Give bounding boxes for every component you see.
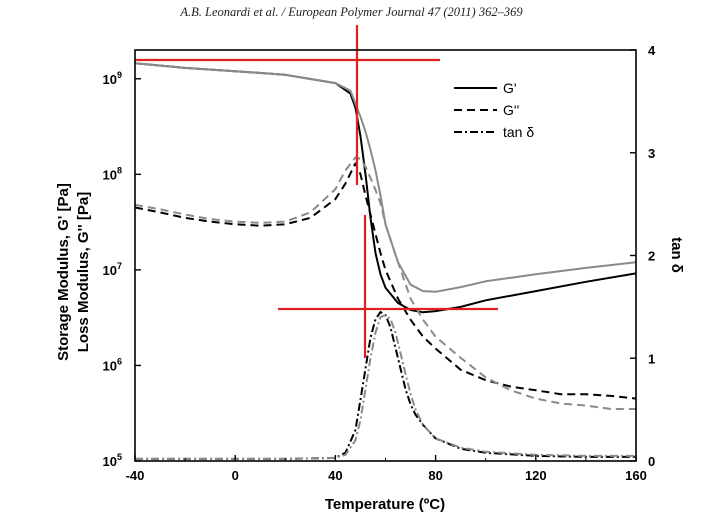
y-left-tick-label: 108 bbox=[103, 165, 122, 182]
y-axis-title-left-storage: Storage Modulus, G' [Pa] bbox=[55, 183, 72, 361]
x-tick-label: 0 bbox=[232, 468, 239, 483]
series-line-2 bbox=[134, 62, 637, 293]
x-tick-label: -40 bbox=[126, 468, 145, 483]
x-tick-label: 120 bbox=[525, 468, 547, 483]
y-axis-title-right: tan δ bbox=[668, 237, 685, 273]
legend-label-tan-delta: tan δ bbox=[503, 124, 534, 140]
y-right-tick-label: 1 bbox=[648, 351, 655, 366]
series-line-6 bbox=[135, 314, 636, 460]
series-layer bbox=[134, 62, 637, 460]
x-tick-label: 80 bbox=[428, 468, 442, 483]
y-left-tick-label: 106 bbox=[103, 356, 122, 373]
series-line-4 bbox=[134, 156, 636, 410]
legend-label-g-double-prime: G'' bbox=[503, 102, 519, 118]
legend: G' G'' tan δ bbox=[454, 80, 534, 140]
journal-citation: A.B. Leonardi et al. / European Polymer … bbox=[180, 5, 523, 19]
y-right-tick-label: 4 bbox=[648, 43, 656, 58]
annotation-layer bbox=[135, 25, 498, 358]
plot-frame bbox=[134, 49, 637, 462]
y-left-tick-label: 105 bbox=[103, 452, 122, 469]
y-right-tick-label: 0 bbox=[648, 454, 655, 469]
series-line-1 bbox=[134, 62, 637, 314]
x-axis-title: Temperature (ºC) bbox=[325, 496, 445, 513]
y-right-tick-label: 3 bbox=[648, 146, 655, 161]
series-line-5 bbox=[135, 311, 636, 460]
x-tick-label: 160 bbox=[625, 468, 647, 483]
ticks-layer: -40 0 40 80 120 160 105 106 107 108 109 0 1 2 3 4 bbox=[103, 43, 656, 483]
y-right-tick-label: 2 bbox=[648, 249, 655, 264]
x-tick-label: 40 bbox=[328, 468, 342, 483]
y-axis-title-left-loss: Loss Modulus, G'' [Pa] bbox=[75, 192, 92, 352]
y-left-tick-label: 109 bbox=[103, 70, 122, 87]
legend-label-g-prime: G' bbox=[503, 80, 517, 96]
series-line-3 bbox=[134, 162, 637, 400]
y-left-tick-label: 107 bbox=[103, 261, 122, 278]
